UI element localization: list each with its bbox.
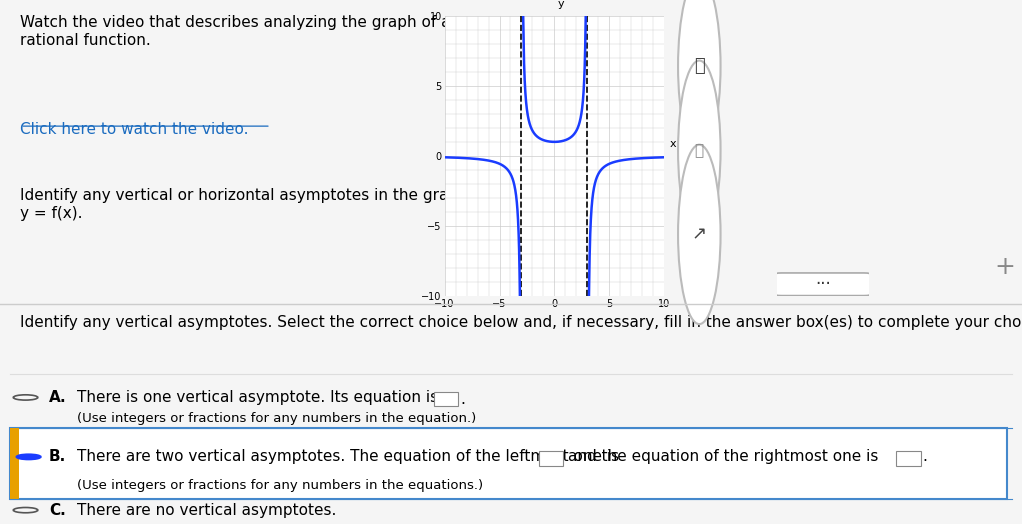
Text: (Use integers or fractions for any numbers in the equations.): (Use integers or fractions for any numbe… <box>77 479 482 492</box>
FancyBboxPatch shape <box>10 428 19 499</box>
Circle shape <box>678 145 721 324</box>
Text: .: . <box>460 392 465 407</box>
Text: ···: ··· <box>815 275 831 293</box>
FancyBboxPatch shape <box>896 451 921 466</box>
Text: and the equation of the rightmost one is: and the equation of the rightmost one is <box>568 450 879 464</box>
Circle shape <box>678 61 721 240</box>
FancyBboxPatch shape <box>434 392 458 406</box>
FancyBboxPatch shape <box>774 273 872 296</box>
Text: B.: B. <box>49 450 66 464</box>
Text: There are no vertical asymptotes.: There are no vertical asymptotes. <box>77 503 336 518</box>
Text: Identify any vertical asymptotes. Select the correct choice below and, if necess: Identify any vertical asymptotes. Select… <box>20 315 1022 330</box>
Text: ↗: ↗ <box>692 225 707 243</box>
Circle shape <box>678 0 721 156</box>
Text: +: + <box>994 255 1015 279</box>
Circle shape <box>16 454 41 460</box>
Text: (Use integers or fractions for any numbers in the equation.): (Use integers or fractions for any numbe… <box>77 412 476 425</box>
Text: x: x <box>669 139 677 149</box>
Text: y: y <box>558 0 564 9</box>
Text: C.: C. <box>49 503 65 518</box>
FancyBboxPatch shape <box>539 451 563 466</box>
Text: There is one vertical asymptote. Its equation is: There is one vertical asymptote. Its equ… <box>77 390 437 405</box>
Text: 🔍: 🔍 <box>695 143 704 158</box>
Text: There are two vertical asymptotes. The equation of the leftmost one is: There are two vertical asymptotes. The e… <box>77 450 618 464</box>
FancyBboxPatch shape <box>10 428 1007 499</box>
Text: Watch the video that describes analyzing the graph of a
rational function.: Watch the video that describes analyzing… <box>20 15 451 48</box>
Text: A.: A. <box>49 390 66 405</box>
Text: .: . <box>923 450 928 464</box>
Text: Identify any vertical or horizontal asymptotes in the graph of
y = f(x).: Identify any vertical or horizontal asym… <box>20 189 487 221</box>
Text: Click here to watch the video.: Click here to watch the video. <box>20 122 249 137</box>
Text: 🔍: 🔍 <box>694 57 705 75</box>
